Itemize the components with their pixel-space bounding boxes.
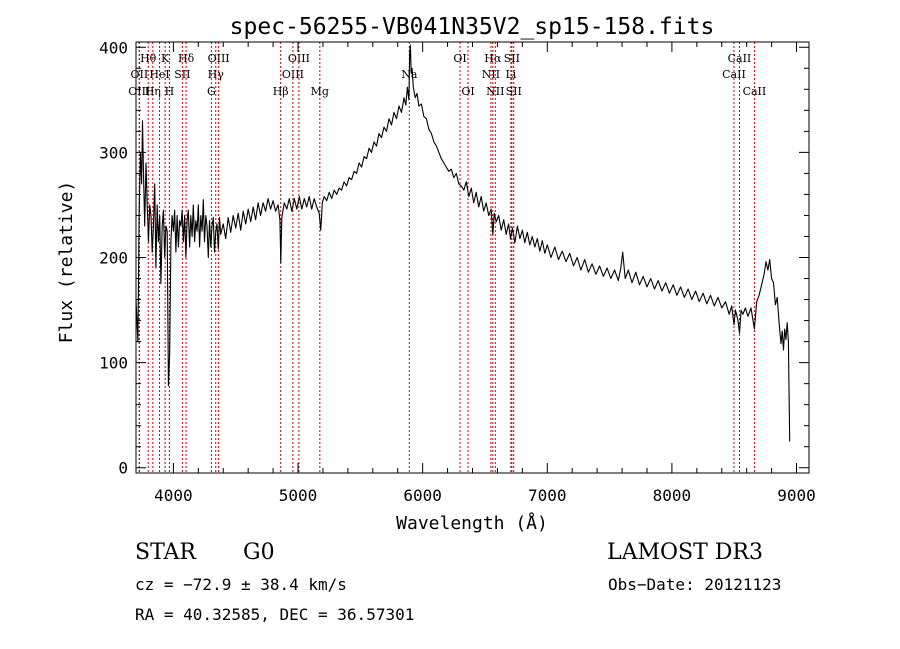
marker-label: Mg <box>311 85 329 98</box>
marker-label: H <box>165 85 175 98</box>
y-tick-label: 0 <box>118 459 128 478</box>
y-tick-label: 300 <box>99 143 128 162</box>
spectrum-line <box>135 44 791 442</box>
marker-label: Hα <box>484 52 502 65</box>
marker-label: SII <box>174 68 190 81</box>
marker-label: OI <box>461 85 474 98</box>
x-tick-label: 5000 <box>279 486 318 505</box>
marker-label: OIII <box>288 52 310 65</box>
marker-label: Hγ <box>208 68 225 81</box>
survey-name: LAMOST DR3 <box>607 540 763 565</box>
marker-label: OI <box>453 52 466 65</box>
object-class: STAR <box>135 540 196 565</box>
marker-label: Hη <box>145 85 161 98</box>
marker-label: NII <box>486 85 504 98</box>
marker-label: HeI <box>149 68 169 81</box>
y-tick-label: 100 <box>99 354 128 373</box>
x-tick-label: 7000 <box>528 486 567 505</box>
marker-label: OII <box>131 68 149 81</box>
marker-label: SII <box>504 52 520 65</box>
marker-label: OIII <box>128 85 150 98</box>
marker-label: CaII <box>728 52 752 65</box>
spectral-subclass: G0 <box>243 540 275 565</box>
marker-label: CaII <box>722 68 746 81</box>
x-tick-label: 8000 <box>653 486 692 505</box>
marker-label: OIII <box>208 52 230 65</box>
emission-line-markers <box>138 42 755 473</box>
emission-line-labels: Hθ OII OIII K HeI Hη Hδ SII H OIII Hγ G OIII OIII Hβ Mg… <box>128 52 766 98</box>
marker-label: Hδ <box>178 52 195 65</box>
plot-frame <box>135 41 810 474</box>
marker-label: OIII <box>282 68 304 81</box>
marker-label: SII <box>506 85 522 98</box>
redshift-text: cz = −72.9 ± 38.4 km/s <box>135 575 347 594</box>
obs-date-text: Obs−Date: 20121123 <box>608 575 782 594</box>
x-axis-label: Wavelength (Å) <box>396 512 548 534</box>
x-tick-label: 4000 <box>154 486 193 505</box>
y-tick-label: 200 <box>99 249 128 268</box>
marker-label: Li <box>505 68 516 81</box>
y-axis-ticks: 0 100 200 300 400 <box>99 38 809 478</box>
x-tick-label: 6000 <box>403 486 442 505</box>
marker-label: Hβ <box>273 85 289 98</box>
marker-label: G <box>207 85 216 98</box>
x-tick-label: 9000 <box>777 486 816 505</box>
marker-label: NII <box>482 68 500 81</box>
marker-label: K <box>161 52 170 65</box>
marker-label: CaII <box>743 85 767 98</box>
x-axis-ticks: 4000 5000 6000 7000 8000 9000 <box>154 42 816 505</box>
marker-label: Hθ <box>140 52 157 65</box>
y-tick-label: 400 <box>99 38 128 57</box>
y-axis-label: Flux (relative) <box>56 181 77 344</box>
chart-title: spec-56255-VB041N35V2_sp15-158.fits <box>230 14 715 40</box>
coordinates-text: RA = 40.32585, DEC = 36.57301 <box>135 605 415 624</box>
